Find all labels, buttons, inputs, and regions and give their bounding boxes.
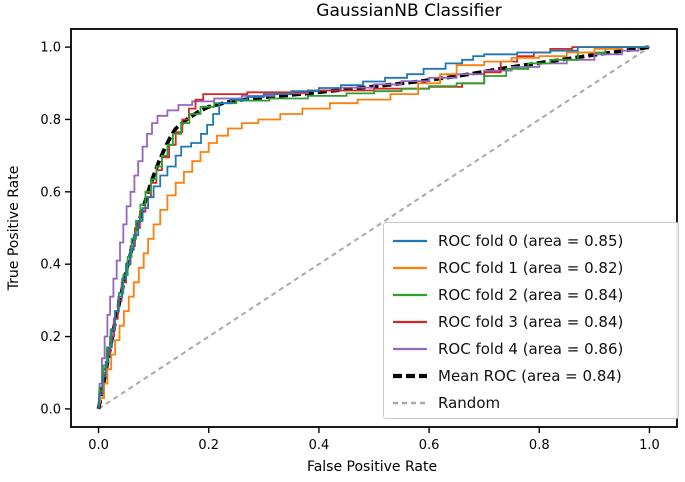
legend-line-sample	[393, 401, 427, 404]
legend-label: ROC fold 0 (area = 0.85)	[438, 231, 624, 250]
series-line-roc-fold-4-area-0-86	[97, 46, 650, 409]
legend-item: Random	[393, 389, 670, 416]
series-line-roc-fold-0-area-0-85	[97, 46, 650, 409]
x-tick-label: 0.2	[198, 438, 219, 453]
legend-item: Mean ROC (area = 0.84)	[393, 362, 670, 389]
legend-line-sample	[393, 320, 427, 323]
legend-line-sample	[393, 293, 427, 296]
x-axis-label: False Positive Rate	[306, 459, 438, 475]
series-line-random	[97, 46, 651, 410]
legend-line-sample	[393, 266, 427, 269]
legend-label: Random	[438, 393, 501, 412]
legend-item: ROC fold 0 (area = 0.85)	[393, 227, 670, 254]
legend-item: ROC fold 3 (area = 0.84)	[393, 308, 670, 335]
legend-item: ROC fold 4 (area = 0.86)	[393, 335, 670, 362]
x-tick-label: 0.4	[309, 438, 330, 453]
legend-label: ROC fold 2 (area = 0.84)	[438, 285, 624, 304]
y-axis-label: True Positive Rate	[6, 165, 22, 291]
legend-label: ROC fold 1 (area = 0.82)	[438, 258, 624, 277]
series-line-roc-fold-1-area-0-82	[97, 46, 650, 410]
y-tick-label: 1.0	[40, 41, 61, 56]
y-tick-label: 0.8	[40, 113, 61, 128]
legend-line-sample	[393, 373, 427, 378]
y-tick-label: 0.0	[40, 402, 61, 417]
legend-line-sample	[393, 239, 427, 242]
legend-label: ROC fold 4 (area = 0.86)	[438, 339, 624, 358]
y-tick-label: 0.4	[40, 258, 61, 273]
y-tick-label: 0.6	[40, 185, 61, 200]
legend: ROC fold 0 (area = 0.85) ROC fold 1 (area…	[383, 222, 679, 419]
legend-line-sample	[393, 347, 427, 350]
legend-label: ROC fold 3 (area = 0.84)	[438, 312, 624, 331]
x-tick-label: 0.6	[419, 438, 440, 453]
x-tick-label: 0.8	[529, 438, 550, 453]
legend-item: ROC fold 1 (area = 0.82)	[393, 254, 670, 281]
legend-label: Mean ROC (area = 0.84)	[438, 366, 622, 385]
legend-item: ROC fold 2 (area = 0.84)	[393, 281, 670, 308]
y-tick-label: 0.2	[40, 330, 61, 345]
x-tick-label: 0.0	[88, 438, 109, 453]
chart-title: GaussianNB Classifier	[316, 1, 502, 21]
x-tick-label: 1.0	[639, 438, 660, 453]
